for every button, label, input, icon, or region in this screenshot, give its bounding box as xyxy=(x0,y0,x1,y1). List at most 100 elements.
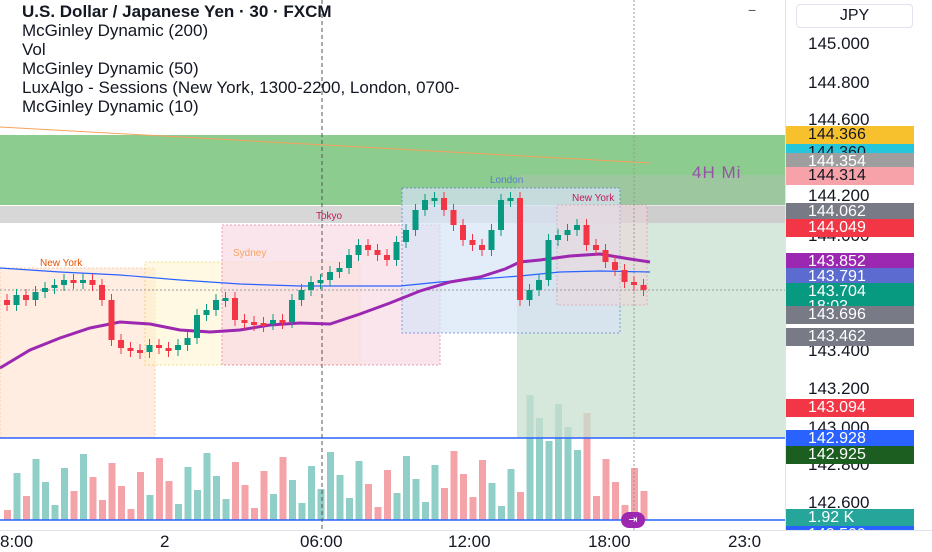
candle-body xyxy=(51,285,58,288)
candle-body xyxy=(555,235,561,240)
volume-bar xyxy=(165,481,173,520)
price-tag[interactable]: 143.704 xyxy=(786,283,914,301)
price-tick: 143.200 xyxy=(808,379,870,398)
volume-bar xyxy=(4,510,11,520)
candle-body xyxy=(374,250,381,255)
candle-body xyxy=(593,245,599,250)
candle-body xyxy=(640,285,647,290)
price-tag[interactable]: 144.062 xyxy=(786,203,914,221)
volume-bar xyxy=(89,477,97,520)
session-label-new-york-2: New York xyxy=(572,193,615,204)
price-tag[interactable]: 1.92 K xyxy=(786,509,914,527)
volume-bar xyxy=(450,451,458,520)
candle-body xyxy=(346,255,352,268)
candle-body xyxy=(384,255,390,260)
candle-body xyxy=(574,225,580,230)
price-chart-canvas[interactable] xyxy=(0,0,785,530)
candle-body xyxy=(488,230,495,250)
volume-bar xyxy=(241,485,249,520)
session-label-new-york: New York xyxy=(40,258,83,269)
price-tag[interactable]: 142.928 xyxy=(786,430,914,448)
candle-body xyxy=(279,320,286,323)
candle-body xyxy=(156,345,162,348)
candle-body xyxy=(165,348,172,351)
supply-zone-green xyxy=(0,135,785,205)
candle-body xyxy=(450,210,457,225)
price-tag[interactable]: 144.314 xyxy=(786,167,914,185)
legend-luxalgo-sessions[interactable]: LuxAlgo - Sessions (New York, 1300-2200,… xyxy=(22,78,460,97)
price-tag[interactable]: 142.925 xyxy=(786,446,914,464)
volume-bar xyxy=(51,505,59,520)
volume-bar xyxy=(574,450,581,520)
legend-vol[interactable]: Vol xyxy=(22,40,46,59)
chart-pane[interactable]: U.S. Dollar / Japanese Yen · 30 · FXCM M… xyxy=(0,0,785,530)
volume-bar xyxy=(127,509,135,520)
volume-bar xyxy=(222,499,230,520)
time-label: 8:00 xyxy=(0,532,34,551)
volume-bar xyxy=(146,495,154,520)
candle-body xyxy=(308,282,314,290)
volume-bar xyxy=(137,472,144,520)
legend-mcginley-200[interactable]: McGinley Dynamic (200) xyxy=(22,21,209,40)
candle-body xyxy=(545,240,552,280)
candle-body xyxy=(13,295,20,305)
candle-body xyxy=(327,272,333,280)
price-tag[interactable]: 143.852 xyxy=(786,253,914,271)
price-tag[interactable]: 144.366 xyxy=(786,126,914,144)
scroll-to-realtime-icon[interactable]: ⇥ xyxy=(621,512,645,528)
volume-bar xyxy=(260,471,268,520)
candle-body xyxy=(194,315,200,338)
price-tick: 142.600 xyxy=(808,493,870,512)
legend-mcginley-10[interactable]: McGinley Dynamic (10) xyxy=(22,97,199,116)
candle-body xyxy=(431,198,438,201)
candle-body xyxy=(270,320,276,324)
candle-body xyxy=(175,345,181,350)
mcginley-200-line xyxy=(0,126,651,164)
minimize-icon[interactable]: − xyxy=(748,2,757,18)
volume-bar xyxy=(213,476,220,520)
candle-body xyxy=(146,345,153,352)
price-tick: 145.000 xyxy=(808,34,870,53)
volume-bar xyxy=(184,467,192,520)
candle-body xyxy=(621,270,628,282)
price-tag[interactable]: 143.696 xyxy=(786,306,914,324)
candle-body xyxy=(232,298,238,320)
volume-bar xyxy=(279,457,287,520)
mcginley-10-line xyxy=(0,252,651,370)
session-label-tokyo: Tokyo xyxy=(316,211,343,222)
candle-body xyxy=(289,300,295,322)
candle-body xyxy=(317,280,324,283)
candle-body xyxy=(42,288,48,292)
volume-bar xyxy=(555,404,562,520)
legend-mcginley-50[interactable]: McGinley Dynamic (50) xyxy=(22,59,199,78)
volume-bar xyxy=(593,496,600,520)
volume-bar xyxy=(194,490,201,520)
volume-bar xyxy=(156,458,163,520)
candle-body xyxy=(403,230,409,242)
volume-bar xyxy=(327,452,334,520)
time-label: 12:00 xyxy=(448,532,491,551)
volume-bar xyxy=(365,484,372,520)
volume-bar xyxy=(61,468,68,520)
price-tag[interactable]: 144.354 xyxy=(786,153,914,171)
volume-bar xyxy=(203,453,211,520)
time-axis[interactable]: 8:00 2 06:00 12:00 18:00 23:0 xyxy=(0,530,932,551)
price-tag[interactable]: 143.462 xyxy=(786,328,914,346)
price-tag[interactable]: 144.049 xyxy=(786,219,914,237)
currency-button[interactable]: JPY xyxy=(796,4,913,28)
candle-body xyxy=(479,245,485,250)
volume-bar xyxy=(346,498,353,520)
volume-bar xyxy=(441,488,448,520)
mcginley-50-line xyxy=(0,267,651,287)
symbol-title[interactable]: U.S. Dollar / Japanese Yen · 30 · FXCM xyxy=(22,2,332,21)
volume-bar xyxy=(355,461,363,520)
volume-bar xyxy=(270,494,277,520)
volume-bar xyxy=(251,508,258,520)
price-tag[interactable]: 143.094 xyxy=(786,399,914,417)
volume-bar xyxy=(488,483,496,520)
candle-body xyxy=(583,225,590,245)
price-axis[interactable]: JPY 145.000 144.800 144.600 144.200 144.… xyxy=(785,0,932,544)
candle-body xyxy=(118,340,124,348)
volume-bar xyxy=(118,486,125,520)
price-tag[interactable]: 143.791 xyxy=(786,268,914,286)
